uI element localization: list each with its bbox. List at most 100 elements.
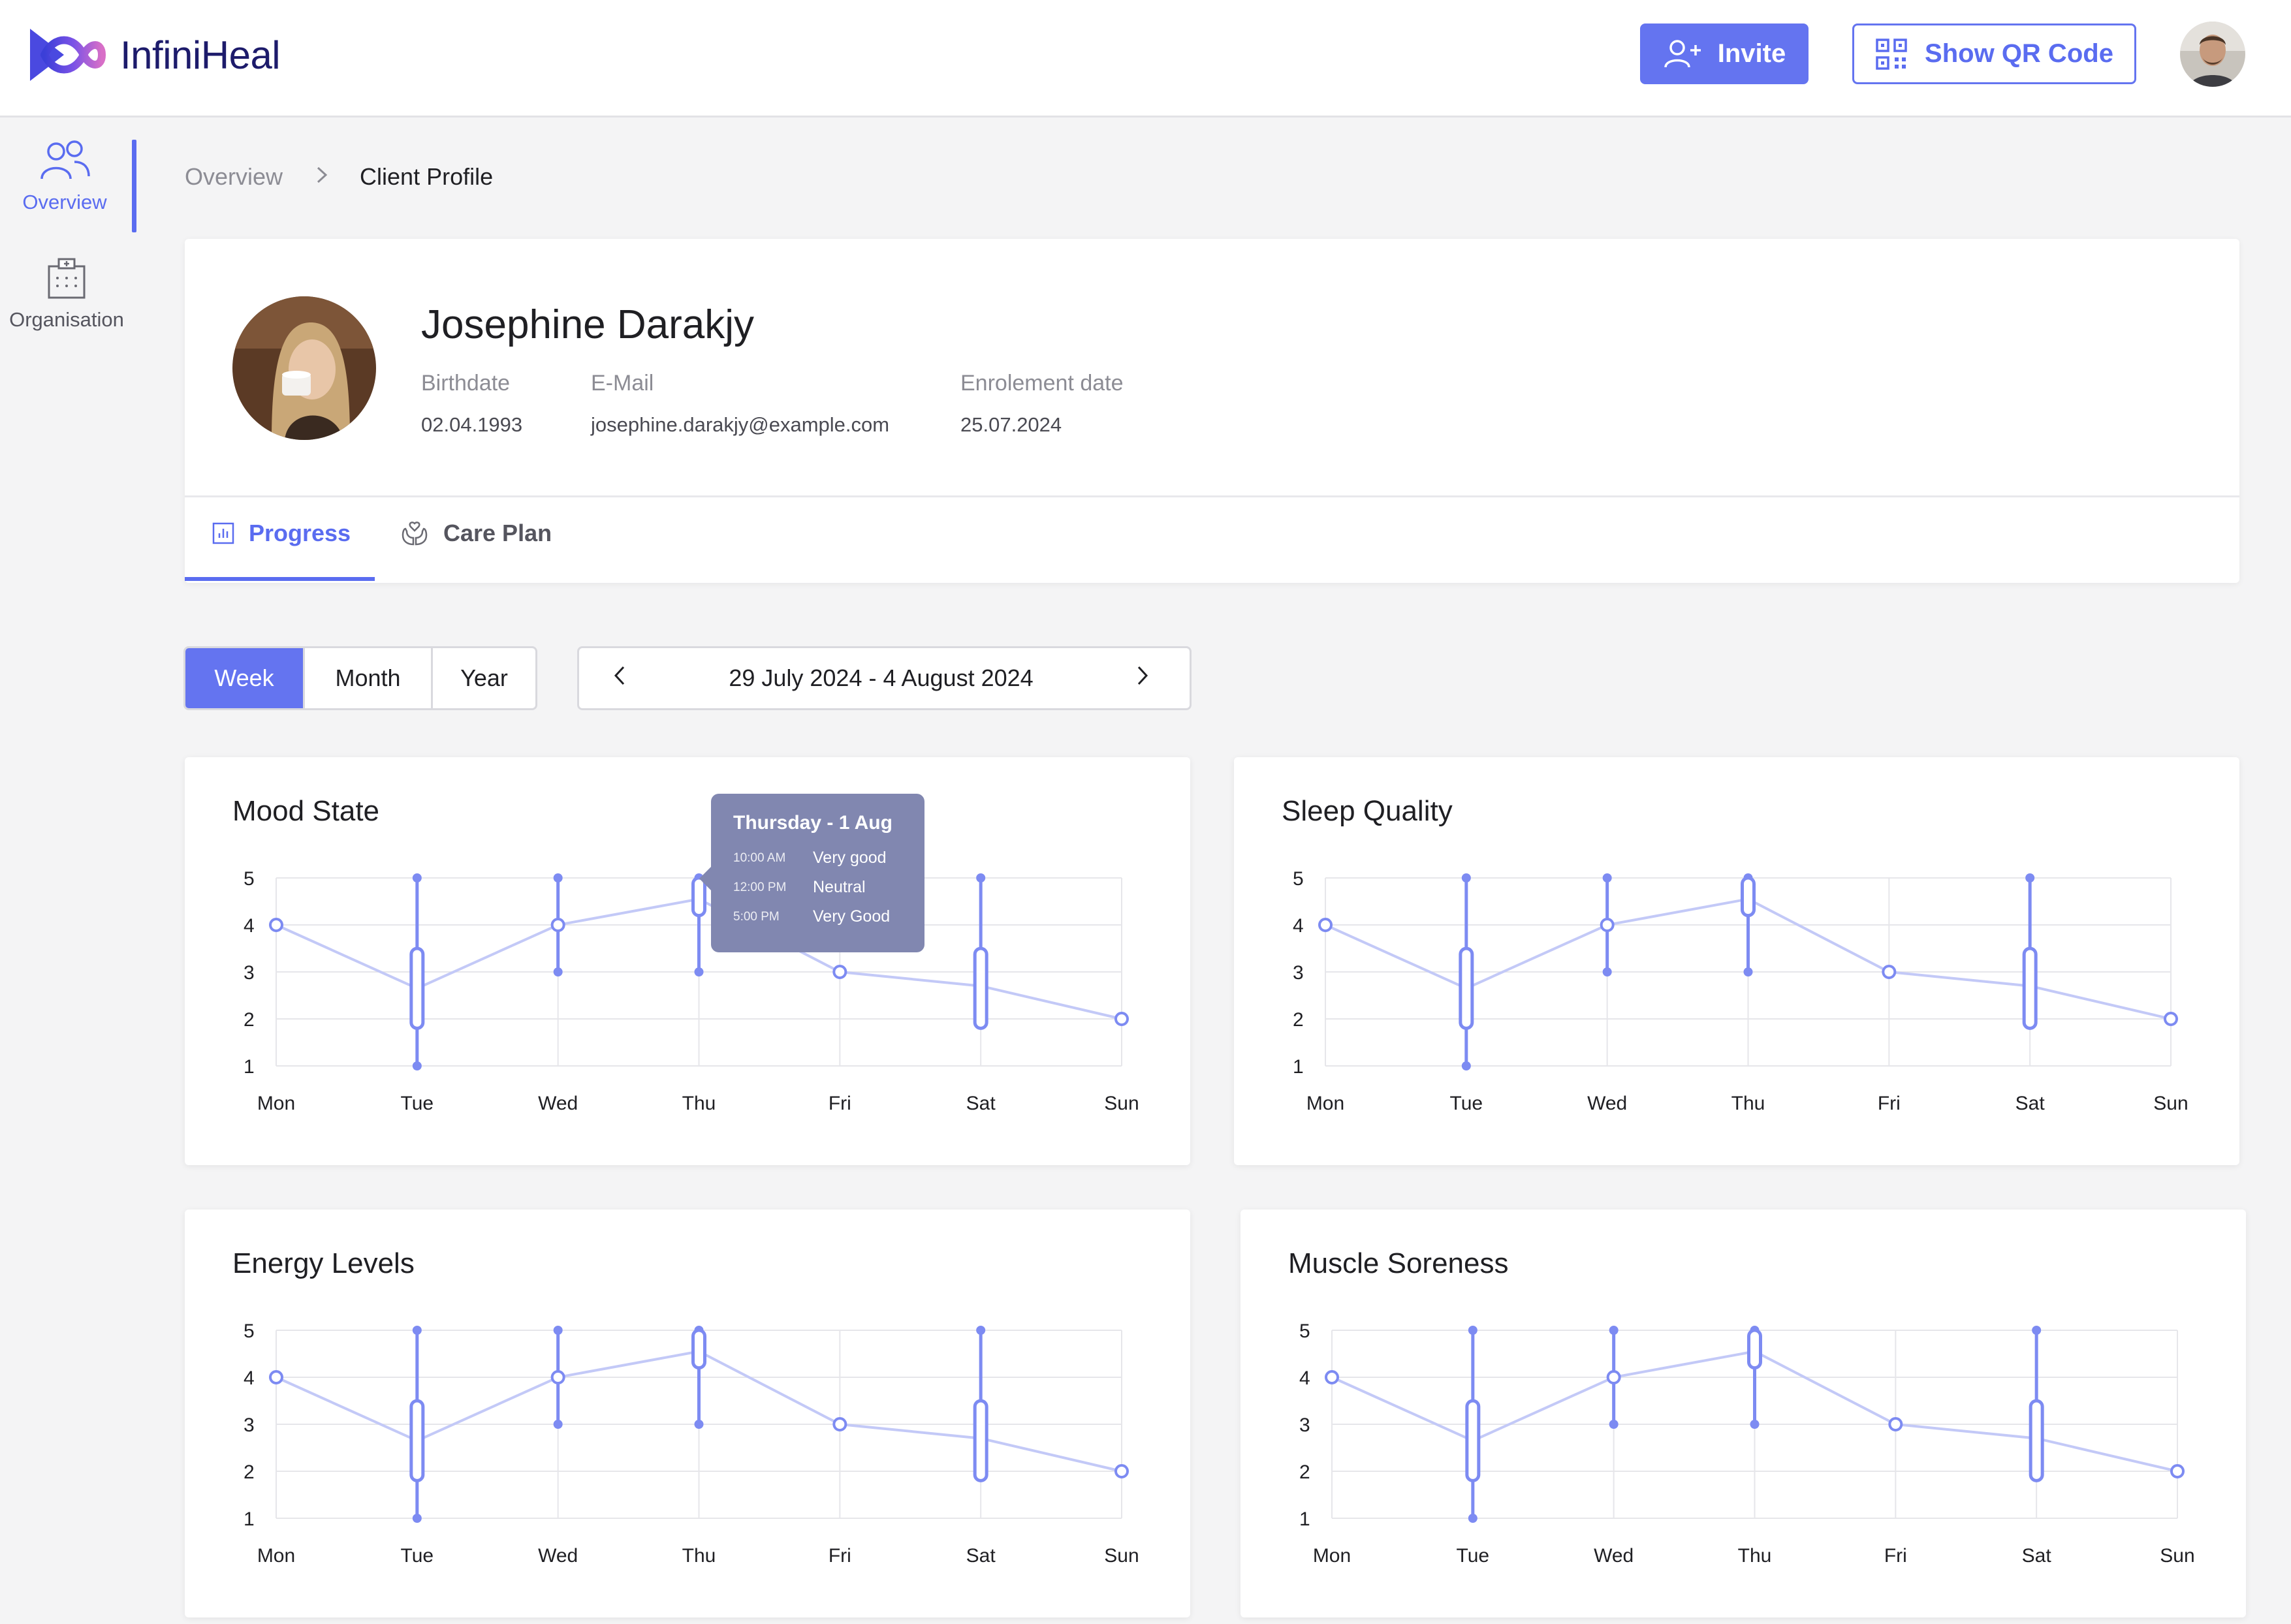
range-min-dot	[1602, 967, 1612, 976]
range-box	[409, 1399, 425, 1482]
tooltip-value: Very Good	[813, 907, 891, 926]
y-tick-label: 2	[1299, 1461, 1310, 1483]
tooltip-value: Very good	[813, 849, 887, 867]
logo[interactable]: InfiniHeal	[25, 25, 281, 85]
data-point	[1114, 1464, 1129, 1478]
birthdate-field: Birthdate 02.04.1993	[421, 371, 522, 437]
range-max-dot	[1461, 873, 1471, 882]
x-tick-label: Sat	[966, 1545, 996, 1567]
sidebar-item-organisation[interactable]: Organisation	[0, 257, 133, 332]
breadcrumb-parent-link[interactable]: Overview	[185, 163, 283, 190]
show-qr-code-button[interactable]: Show QR Code	[1852, 23, 2136, 84]
range-box	[2029, 1399, 2044, 1482]
y-tick-label: 1	[244, 1056, 255, 1078]
sidebar-active-indicator	[132, 140, 136, 232]
x-tick-label: Tue	[1457, 1545, 1490, 1567]
users-icon	[40, 140, 90, 180]
range-box	[1747, 1328, 1762, 1370]
tooltip-time: 10:00 AM	[733, 851, 786, 865]
chevron-right-icon	[315, 163, 328, 191]
hands-care-icon	[402, 522, 428, 546]
sidebar-item-label: Overview	[22, 191, 107, 213]
tooltip-title: Thursday - 1 Aug	[733, 812, 893, 834]
range-max-dot	[412, 1326, 422, 1335]
hospital-icon	[48, 258, 86, 299]
range-box	[2022, 946, 2038, 1030]
mood-state-chart: 1 2 3 4 5 Mon Tue Wed Thu Fri Sat Sun	[244, 868, 1139, 1114]
chart-title: Energy Levels	[232, 1247, 415, 1279]
tab-progress[interactable]: Progress	[212, 520, 351, 547]
tab-label: Care Plan	[443, 520, 552, 546]
y-tick-label: 5	[1293, 868, 1304, 890]
client-photo-icon	[232, 296, 376, 440]
top-bar: InfiniHeal Invite Show QR Code	[0, 0, 2291, 117]
range-box	[973, 1399, 988, 1482]
breadcrumb: Overview Client Profile	[185, 163, 493, 191]
data-point	[832, 1417, 847, 1431]
x-tick-label: Mon	[1306, 1093, 1344, 1114]
user-avatar[interactable]	[2180, 22, 2245, 87]
data-point	[1114, 1012, 1129, 1026]
period-year-button[interactable]: Year	[431, 648, 535, 708]
previous-period-button[interactable]	[612, 664, 627, 693]
y-tick-label: 5	[1299, 1320, 1310, 1342]
tooltip-row: 5:00 PM Very Good	[733, 907, 924, 926]
data-point	[550, 1370, 565, 1384]
sleep-quality-chart: 1 2 3 4 5 Mon Tue Wed Thu Fri Sat Sun	[1293, 868, 2188, 1114]
x-tick-label: Sun	[1104, 1545, 1139, 1567]
range-min-dot	[412, 1514, 422, 1523]
chevron-right-icon	[1137, 666, 1148, 685]
range-max-dot	[412, 873, 422, 882]
x-tick-label: Thu	[1738, 1545, 1772, 1567]
x-tick-label: Tue	[401, 1093, 434, 1114]
infinity-logo-icon	[30, 29, 106, 81]
x-tick-label: Fri	[829, 1545, 851, 1567]
y-tick-label: 3	[1299, 1414, 1310, 1436]
date-range-label: 29 July 2024 - 4 August 2024	[729, 664, 1034, 691]
app-name: InfiniHeal	[120, 33, 281, 77]
sidebar-item-overview[interactable]: Overview	[9, 140, 120, 214]
range-box	[409, 946, 425, 1030]
muscle-soreness-chart-card: Muscle Soreness 1 2 3 4 5 Mon Tue Wed Thu Fri Sat S…	[1240, 1210, 2246, 1617]
y-tick-label: 2	[244, 1009, 255, 1031]
chart-title: Sleep Quality	[1282, 795, 1453, 827]
x-tick-label: Wed	[538, 1545, 578, 1567]
range-min-dot	[694, 967, 704, 976]
field-label: E-Mail	[591, 371, 654, 396]
y-tick-label: 2	[1293, 1009, 1304, 1031]
y-tick-label: 5	[244, 1320, 255, 1342]
data-point	[1325, 1370, 1339, 1384]
y-tick-label: 2	[244, 1461, 255, 1483]
x-tick-label: Thu	[682, 1545, 716, 1567]
range-max-dot	[976, 1326, 986, 1335]
data-point	[1600, 918, 1615, 932]
energy-levels-chart-card: Energy Levels 1 2 3 4 5 Mon Tue Wed Thu Fri Sat Sun	[185, 1210, 1190, 1617]
qr-label: Show QR Code	[1925, 39, 2113, 68]
y-tick-label: 4	[244, 1367, 255, 1389]
x-tick-label: Sun	[2153, 1093, 2188, 1114]
tooltip-row: 12:00 PM Neutral	[733, 878, 924, 897]
tab-label: Progress	[249, 520, 351, 546]
bar-chart-icon	[212, 522, 234, 544]
range-min-dot	[553, 1420, 563, 1429]
range-box	[1459, 946, 1474, 1030]
client-name: Josephine Darakjy	[421, 302, 755, 347]
period-month-button[interactable]: Month	[303, 648, 431, 708]
next-period-button[interactable]	[1135, 664, 1150, 693]
range-min-dot	[1461, 1061, 1471, 1070]
tab-care-plan[interactable]: Care Plan	[400, 520, 552, 547]
range-max-dot	[1602, 873, 1612, 882]
x-tick-label: Tue	[1450, 1093, 1483, 1114]
data-point	[832, 965, 847, 979]
data-point	[1318, 918, 1333, 932]
y-tick-label: 4	[244, 915, 255, 937]
range-min-dot	[1468, 1514, 1477, 1523]
y-tick-label: 4	[1299, 1367, 1310, 1389]
x-tick-label: Mon	[257, 1545, 295, 1567]
invite-button[interactable]: Invite	[1640, 23, 1809, 84]
x-tick-label: Tue	[401, 1545, 434, 1567]
range-min-dot	[694, 1420, 704, 1429]
period-week-button[interactable]: Week	[185, 648, 303, 708]
chart-tooltip: Thursday - 1 Aug 10:00 AM Very good 12:0…	[699, 794, 924, 952]
x-tick-label: Fri	[829, 1093, 851, 1114]
